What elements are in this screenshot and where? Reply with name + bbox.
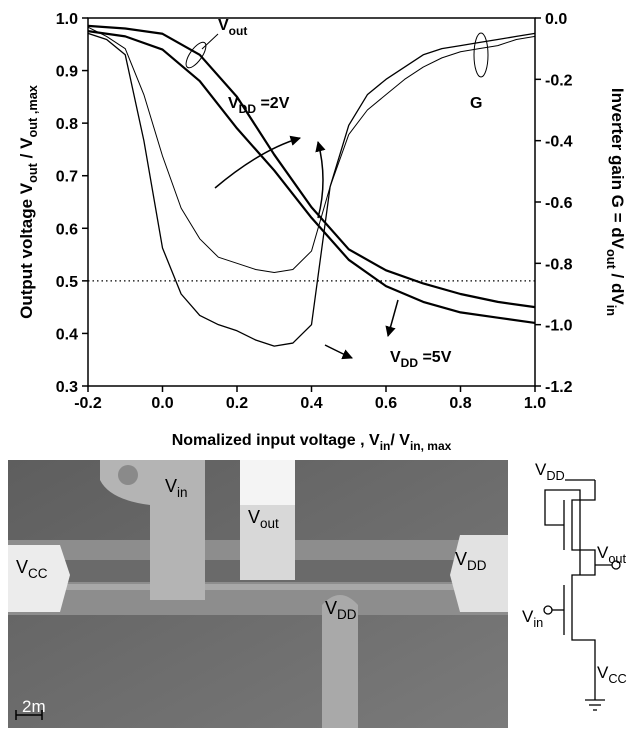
- micrograph-label: Vin: [165, 476, 188, 500]
- y-tick-label: 0.5: [56, 274, 78, 291]
- schematic-label-part: V: [535, 460, 547, 479]
- micrograph-label: Vout: [248, 507, 279, 531]
- y2-tick-label: -0.6: [545, 195, 573, 212]
- y2-tick-label: -1.0: [545, 318, 573, 335]
- micrograph-label-part: V: [455, 549, 467, 569]
- x-tick-label: 0.2: [226, 395, 248, 412]
- annotation: VDD =5V: [390, 349, 452, 370]
- y-tick-label: 0.9: [56, 64, 78, 81]
- micrograph-label: VDD: [325, 598, 357, 622]
- scale-bar-label: 2m: [22, 697, 46, 716]
- annotation-part: V: [228, 95, 239, 112]
- annotation-part: V: [218, 17, 229, 34]
- data-line: [87, 24, 536, 309]
- y2-axis-label-part: out: [604, 249, 619, 270]
- y-axis-label-part: out: [25, 162, 40, 183]
- annotation-part: DD: [401, 356, 419, 370]
- schematic: [543, 479, 621, 711]
- micrograph-label-part: V: [16, 557, 28, 577]
- y2-axis-label-part: Inverter gain G = dV: [608, 88, 627, 250]
- x-tick-label: 0.8: [449, 395, 471, 412]
- schematic-label-part: V: [597, 663, 609, 682]
- annotation-part: =5V: [418, 349, 452, 366]
- chart-annotation-graphics: [185, 32, 489, 360]
- annotation-part: G: [470, 95, 482, 112]
- micrograph-label-part: out: [260, 516, 279, 531]
- micrograph-label-part: in: [177, 485, 188, 500]
- micrograph-label-part: CC: [28, 566, 48, 581]
- y-axis-label-part: / V: [17, 137, 36, 163]
- data-line: [87, 26, 536, 274]
- x-tick-label: 0.0: [151, 395, 173, 412]
- schematic-label-part: CC: [608, 671, 626, 686]
- annotation-part: out: [229, 24, 248, 38]
- y-tick-label: 1.0: [56, 11, 78, 28]
- x-tick-label: -0.2: [74, 395, 102, 412]
- schematic-label-part: V: [597, 543, 609, 562]
- micrograph-label: VCC: [16, 557, 48, 581]
- y-axis-label-part: out ,max: [25, 85, 40, 137]
- schematic-label-part: DD: [546, 468, 564, 483]
- y2-tick-label: -1.2: [545, 379, 573, 396]
- y2-axis-label-part: / dV: [608, 269, 627, 306]
- schematic-label-part: in: [533, 615, 543, 630]
- schematic-label: Vout: [597, 543, 627, 566]
- y-tick-label: 0.8: [56, 116, 78, 133]
- x-axis-label: Nomalized input voltage , Vin/ Vin, max: [172, 432, 452, 453]
- x-axis-label-part: in: [380, 439, 391, 453]
- micrograph-label-part: V: [325, 598, 337, 618]
- annotation-part: V: [390, 349, 401, 366]
- schematic-label-part: V: [522, 607, 534, 626]
- schematic-label: VCC: [597, 663, 627, 686]
- x-axis-label-part: / V: [390, 432, 410, 449]
- y-axis-label: Output voltage Vout / Vout ,max: [17, 85, 40, 319]
- annotation: Vout: [218, 17, 247, 38]
- micrograph-label-part: DD: [337, 607, 357, 622]
- y-tick-label: 0.6: [56, 221, 78, 238]
- x-tick-label: 1.0: [524, 395, 546, 412]
- x-tick-label: 0.4: [300, 395, 322, 412]
- micrograph-label-part: V: [165, 476, 177, 496]
- data-line: [87, 32, 536, 347]
- x-axis-label-part: in, max: [410, 439, 452, 453]
- schematic-label: VDD: [535, 460, 565, 483]
- y2-axis-label: Inverter gain G = dVout / dVin: [604, 88, 627, 316]
- y2-axis-label-part: in: [604, 305, 619, 316]
- schematic-label-part: out: [608, 551, 626, 566]
- y-tick-label: 0.3: [56, 379, 78, 396]
- y-axis-label-part: Output voltage V: [17, 182, 36, 319]
- y2-tick-label: -0.2: [545, 72, 573, 89]
- data-line: [87, 30, 536, 325]
- micrograph-label-part: V: [248, 507, 260, 527]
- x-axis-label-part: Nomalized input voltage , V: [172, 432, 380, 449]
- micrograph-label: VDD: [455, 549, 487, 573]
- micrograph: [8, 460, 508, 728]
- annotation-part: DD: [239, 102, 257, 116]
- annotation: G: [470, 95, 482, 112]
- y2-tick-label: -0.8: [545, 256, 573, 273]
- y-tick-label: 0.7: [56, 169, 78, 186]
- y2-tick-label: -0.4: [545, 134, 573, 151]
- schematic-label: Vin: [522, 607, 543, 630]
- y-tick-label: 0.4: [56, 326, 78, 343]
- x-tick-label: 0.6: [375, 395, 397, 412]
- micrograph-label-part: DD: [467, 558, 487, 573]
- annotation-part: =2V: [256, 95, 290, 112]
- y2-tick-label: 0.0: [545, 11, 567, 28]
- annotation: VDD =2V: [228, 95, 290, 116]
